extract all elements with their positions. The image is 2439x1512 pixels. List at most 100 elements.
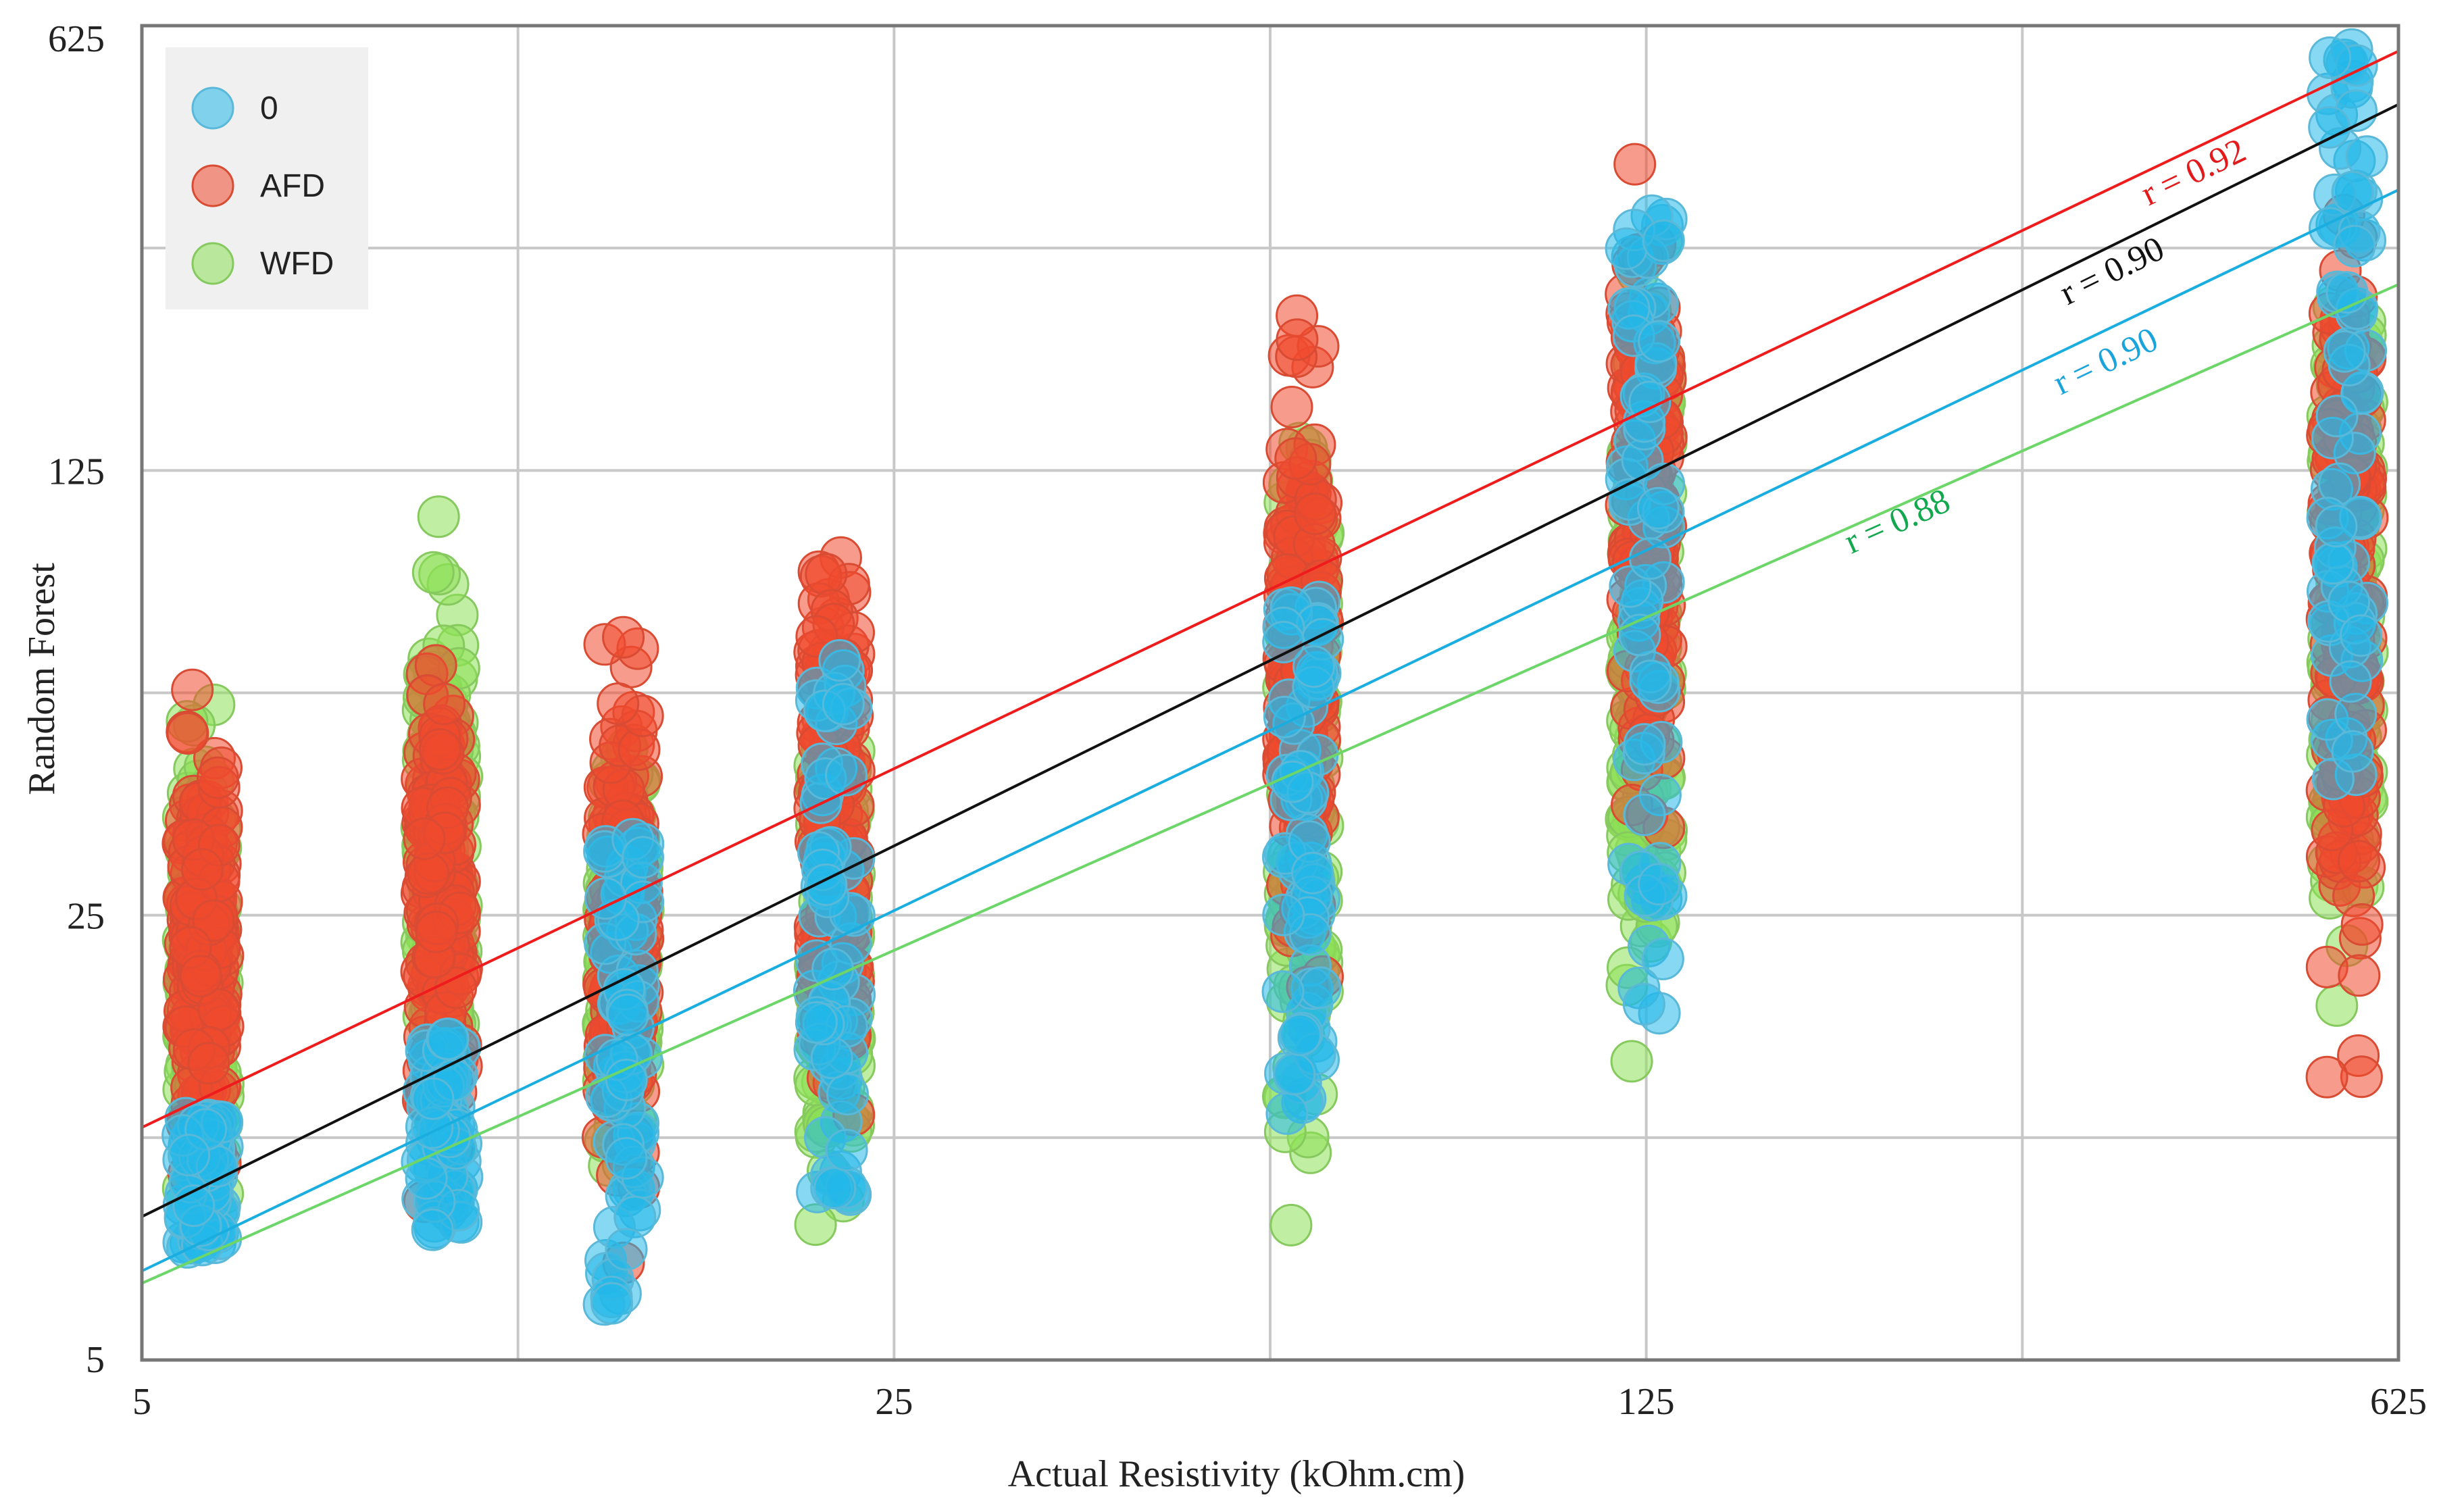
scatter-point-0 [2315, 505, 2358, 548]
scatter-point-0 [825, 753, 868, 797]
y-tick-label: 125 [48, 451, 105, 493]
scatter-point-0 [1636, 486, 1680, 530]
regression-line [141, 49, 2399, 1129]
scatter-point-AFD [403, 817, 446, 860]
scatter-point-WFD [411, 551, 455, 594]
scatter-point-0 [1261, 970, 1305, 1013]
y-axis-title: Random Forest [21, 563, 63, 795]
scatter-point-0 [818, 639, 861, 682]
scatter-point-0 [2315, 395, 2359, 438]
scatter-point-WFD [1610, 1040, 1653, 1083]
scatter-point-0 [1623, 793, 1666, 836]
x-tick-label: 625 [2370, 1381, 2427, 1423]
legend-label-AFD: AFD [260, 168, 325, 204]
scatter-point-0 [168, 1134, 211, 1177]
scatter-point-AFD [179, 955, 222, 998]
scatter-point-0 [590, 1282, 634, 1325]
scatter-point-0 [2308, 106, 2351, 149]
scatter-point-0 [1623, 723, 1666, 766]
scatter-point-AFD [1274, 437, 1317, 480]
x-tick-label: 125 [1618, 1381, 1675, 1423]
scatter-point-0 [605, 1228, 648, 1271]
scatter-point-0 [622, 836, 664, 879]
regression-line [141, 103, 2399, 1218]
y-tick-label: 625 [48, 18, 105, 60]
legend-label-0: 0 [260, 91, 278, 126]
scatter-point-AFD [187, 1042, 230, 1085]
scatter-point-AFD [418, 728, 461, 771]
x-axis-ticks: 5 25 125 625 [132, 1381, 2427, 1423]
scatter-point-0 [606, 993, 649, 1036]
scatter-point-0 [2340, 614, 2383, 657]
x-tick-label: 25 [875, 1381, 913, 1423]
scatter-point-AFD [423, 682, 466, 726]
scatter-point-AFD [602, 615, 645, 659]
x-axis-title: Actual Resistivity (kOhm.cm) [1008, 1453, 1465, 1495]
scatter-point-0 [1299, 966, 1342, 1009]
y-axis-ticks: 5 25 125 625 [48, 18, 105, 1381]
scatter-point-AFD [2305, 1055, 2348, 1099]
scatter-point-0 [1279, 1013, 1322, 1057]
scatter-points [161, 28, 2389, 1326]
scatter-point-0 [1605, 227, 1648, 270]
scatter-point-AFD [1276, 318, 1319, 361]
legend-marker-0 [191, 86, 234, 130]
scatter-point-AFD [2338, 840, 2380, 883]
scatter-point-0 [1262, 620, 1305, 663]
scatter-point-AFD [2340, 903, 2384, 946]
scatter-point-AFD [1270, 386, 1313, 428]
scatter-point-AFD [180, 848, 224, 891]
scatter-point-WFD [417, 495, 460, 538]
scatter-point-0 [1265, 1092, 1309, 1135]
scatter-point-0 [2323, 330, 2366, 373]
scatter-point-0 [2345, 135, 2388, 178]
scatter-point-0 [1262, 893, 1305, 936]
scatter-point-0 [426, 1017, 470, 1061]
scatter-point-0 [1642, 219, 1685, 262]
legend-label-WFD: WFD [260, 246, 334, 282]
scatter-point-0 [2329, 660, 2372, 703]
scatter-point-AFD [1294, 493, 1336, 536]
scatter-point-0 [826, 1073, 869, 1116]
scatter-point-0 [605, 1059, 648, 1101]
scatter-point-0 [795, 1001, 838, 1044]
y-tick-label: 25 [67, 896, 105, 938]
x-tick-label: 5 [132, 1381, 151, 1423]
scatter-point-0 [1629, 537, 1671, 580]
legend: 0 AFD WFD [166, 47, 368, 309]
scatter-point-0 [1292, 645, 1335, 688]
scatter-point-AFD [166, 712, 209, 755]
scatter-point-AFD [805, 553, 848, 596]
scatter-point-AFD [2338, 954, 2381, 997]
legend-marker-WFD [191, 242, 234, 285]
scatter-point-0 [2311, 542, 2355, 585]
scatter-point-0 [1629, 659, 1672, 703]
regression-line [141, 283, 2399, 1285]
scatter-point-AFD [196, 756, 239, 799]
y-tick-label: 5 [86, 1339, 105, 1381]
scatter-point-0 [2309, 36, 2352, 79]
scatter-point-0 [1638, 320, 1681, 363]
plot-area-frame [140, 24, 2400, 1362]
scatter-point-0 [2333, 224, 2376, 268]
scatter-point-AFD [171, 668, 214, 711]
scatter-point-0 [805, 863, 848, 906]
scatter-point-AFD [415, 910, 458, 953]
regression-line [141, 188, 2399, 1273]
scatter-point-0 [1622, 982, 1665, 1026]
scatter-point-0 [1291, 851, 1334, 894]
scatter-point-0 [605, 1137, 648, 1180]
scatter-point-WFD [1269, 1203, 1313, 1246]
scatter-point-0 [813, 1167, 857, 1210]
legend-marker-AFD [191, 164, 234, 207]
scatter-point-0 [411, 1077, 455, 1120]
scatter-point-0 [822, 682, 865, 726]
scatter-point-0 [1638, 863, 1681, 906]
scatter-point-0 [1641, 937, 1684, 980]
scatter-point-0 [411, 1208, 454, 1251]
scatter-point-AFD [597, 682, 640, 725]
scatter-point-0 [1273, 1053, 1316, 1096]
scatter-point-AFD [1613, 143, 1657, 186]
scatter-point-0 [2331, 730, 2374, 773]
